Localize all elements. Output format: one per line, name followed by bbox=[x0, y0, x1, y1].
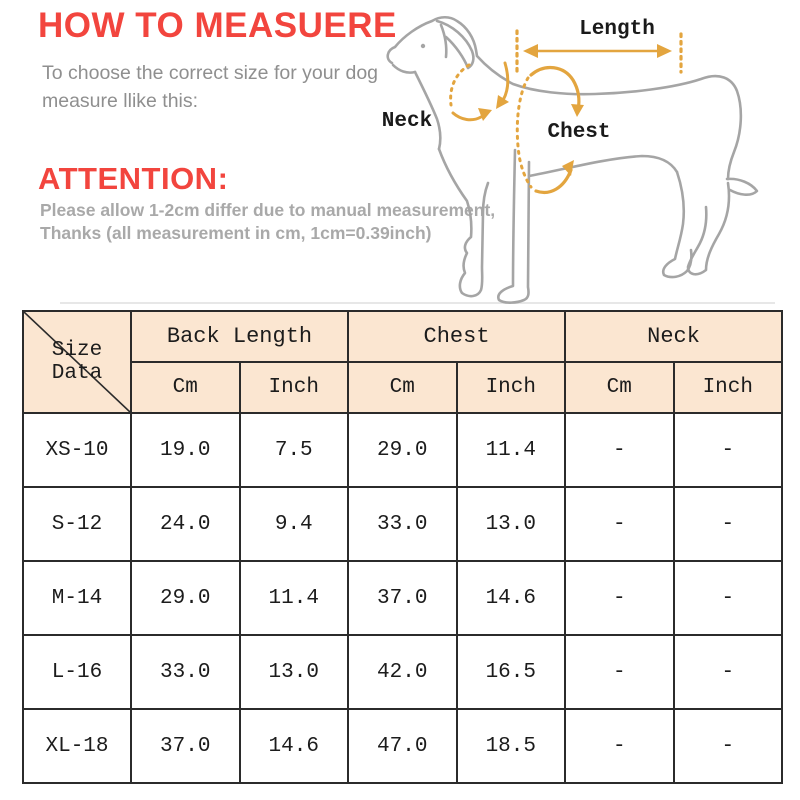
dog-tail bbox=[725, 177, 759, 196]
cell-value: - bbox=[672, 486, 784, 562]
cell-value: - bbox=[564, 708, 675, 784]
length-label: Length bbox=[579, 18, 655, 41]
unit-header-back-length-cm: Cm bbox=[130, 361, 241, 414]
dog-ear-outer bbox=[435, 19, 475, 70]
cell-value: - bbox=[564, 486, 675, 562]
neck-dashed-arc bbox=[449, 63, 471, 107]
size-chart-table: Size Data Back Length Chest Neck Cm Inch… bbox=[22, 310, 784, 784]
cell-value: - bbox=[672, 412, 784, 488]
cell-value: 33.0 bbox=[130, 634, 241, 710]
dog-head-back-path bbox=[386, 15, 743, 181]
dog-belly bbox=[527, 154, 679, 178]
cell-value: 14.6 bbox=[455, 560, 567, 636]
chest-arrowhead-bottom bbox=[562, 160, 574, 176]
cell-value: 14.6 bbox=[238, 708, 350, 784]
dog-jaw bbox=[391, 63, 417, 74]
size-label: XL-18 bbox=[22, 708, 132, 784]
howto-subtitle: To choose the correct size for your dog m… bbox=[42, 60, 378, 115]
dog-outline bbox=[386, 15, 759, 304]
length-arrowhead-left bbox=[523, 44, 538, 58]
cell-value: 16.5 bbox=[455, 634, 567, 710]
chest-label: Chest bbox=[547, 121, 610, 144]
table-unit-header-row: Cm Inch Cm Inch Cm Inch bbox=[23, 361, 784, 414]
cell-value: 19.0 bbox=[130, 412, 241, 488]
size-label: S-12 bbox=[22, 486, 132, 562]
cell-value: 42.0 bbox=[347, 634, 458, 710]
table-row: XS-10 19.0 7.5 29.0 11.4 - - bbox=[22, 412, 784, 488]
dog-throat-chest bbox=[413, 70, 442, 151]
size-label: L-16 bbox=[22, 634, 132, 710]
attention-line-1: Please allow 1-2cm differ due to manual … bbox=[40, 200, 496, 220]
cell-value: 24.0 bbox=[130, 486, 241, 562]
unit-header-neck-inch: Inch bbox=[672, 361, 784, 414]
chest-dashed-arc bbox=[515, 76, 533, 189]
size-label: XS-10 bbox=[22, 412, 132, 488]
cell-value: 33.0 bbox=[347, 486, 458, 562]
table-row: XL-18 37.0 14.6 47.0 18.5 - - bbox=[22, 708, 784, 784]
cell-value: 37.0 bbox=[130, 708, 241, 784]
unit-header-back-length-inch: Inch bbox=[238, 361, 350, 414]
table-row: L-16 33.0 13.0 42.0 16.5 - - bbox=[22, 634, 784, 710]
subtitle-line-2: measure llike this: bbox=[42, 89, 199, 112]
length-arrowhead-right bbox=[657, 44, 672, 58]
attention-title: ATTENTION: bbox=[38, 161, 229, 196]
cell-value: - bbox=[672, 560, 784, 636]
table-group-header-row: Size Data Back Length Chest Neck bbox=[22, 310, 784, 414]
dog-hind-leg-far bbox=[661, 170, 693, 279]
unit-header-neck-cm: Cm bbox=[564, 361, 675, 414]
dog-measurement-diagram: Length Neck Chest bbox=[60, 15, 775, 304]
cell-value: - bbox=[672, 708, 784, 784]
table-corner-cell: Size Data bbox=[22, 310, 132, 414]
neck-arrow-upper bbox=[499, 61, 510, 105]
cell-value: - bbox=[564, 634, 675, 710]
cell-value: 9.4 bbox=[238, 486, 350, 562]
cell-value: 29.0 bbox=[347, 412, 458, 488]
column-group-back-length: Back Length bbox=[129, 310, 350, 363]
attention-note: Please allow 1-2cm differ due to manual … bbox=[40, 199, 495, 245]
cell-value: 18.5 bbox=[455, 708, 567, 784]
cell-value: 11.4 bbox=[238, 560, 350, 636]
corner-label: Size Data bbox=[51, 339, 103, 385]
dog-hind-leg-near bbox=[686, 181, 731, 276]
table-row: M-14 29.0 11.4 37.0 14.6 - - bbox=[22, 560, 784, 636]
attention-line-2: Thanks (all measurement in cm, 1cm=0.39i… bbox=[40, 222, 432, 243]
unit-header-chest-cm: Cm bbox=[347, 361, 458, 414]
column-group-neck: Neck bbox=[564, 310, 784, 363]
chest-arrow-bottom bbox=[534, 168, 573, 194]
cell-value: 37.0 bbox=[347, 560, 458, 636]
corner-diagonal-line bbox=[24, 312, 130, 412]
chest-arrowhead-top bbox=[571, 104, 584, 117]
measurement-marks bbox=[449, 29, 683, 194]
cell-value: 13.0 bbox=[455, 486, 567, 562]
cell-value: 29.0 bbox=[130, 560, 241, 636]
neck-arrowhead-lower bbox=[478, 108, 492, 121]
dog-front-leg-left bbox=[437, 147, 490, 298]
chest-arrow-top bbox=[529, 66, 581, 112]
subtitle-line-1: To choose the correct size for your dog bbox=[42, 62, 379, 84]
page-title: HOW TO MEASUERE bbox=[38, 6, 397, 45]
cell-value: 13.0 bbox=[238, 634, 350, 710]
cell-value: - bbox=[564, 412, 675, 488]
dog-ear-inner bbox=[439, 23, 448, 59]
dog-eye bbox=[420, 43, 426, 49]
cell-value: 47.0 bbox=[347, 708, 458, 784]
cell-value: - bbox=[564, 560, 675, 636]
table-row: S-12 24.0 9.4 33.0 13.0 - - bbox=[22, 486, 784, 562]
neck-label: Neck bbox=[382, 110, 432, 133]
cell-value: 11.4 bbox=[455, 412, 567, 488]
cell-value: - bbox=[672, 634, 784, 710]
cell-value: 7.5 bbox=[238, 412, 350, 488]
size-label: M-14 bbox=[22, 560, 132, 636]
neck-arrowhead-upper bbox=[496, 95, 509, 109]
column-group-chest: Chest bbox=[347, 310, 567, 363]
dog-front-leg-right bbox=[497, 148, 531, 304]
neck-arrow-lower bbox=[451, 111, 483, 122]
unit-header-chest-inch: Inch bbox=[455, 361, 567, 414]
